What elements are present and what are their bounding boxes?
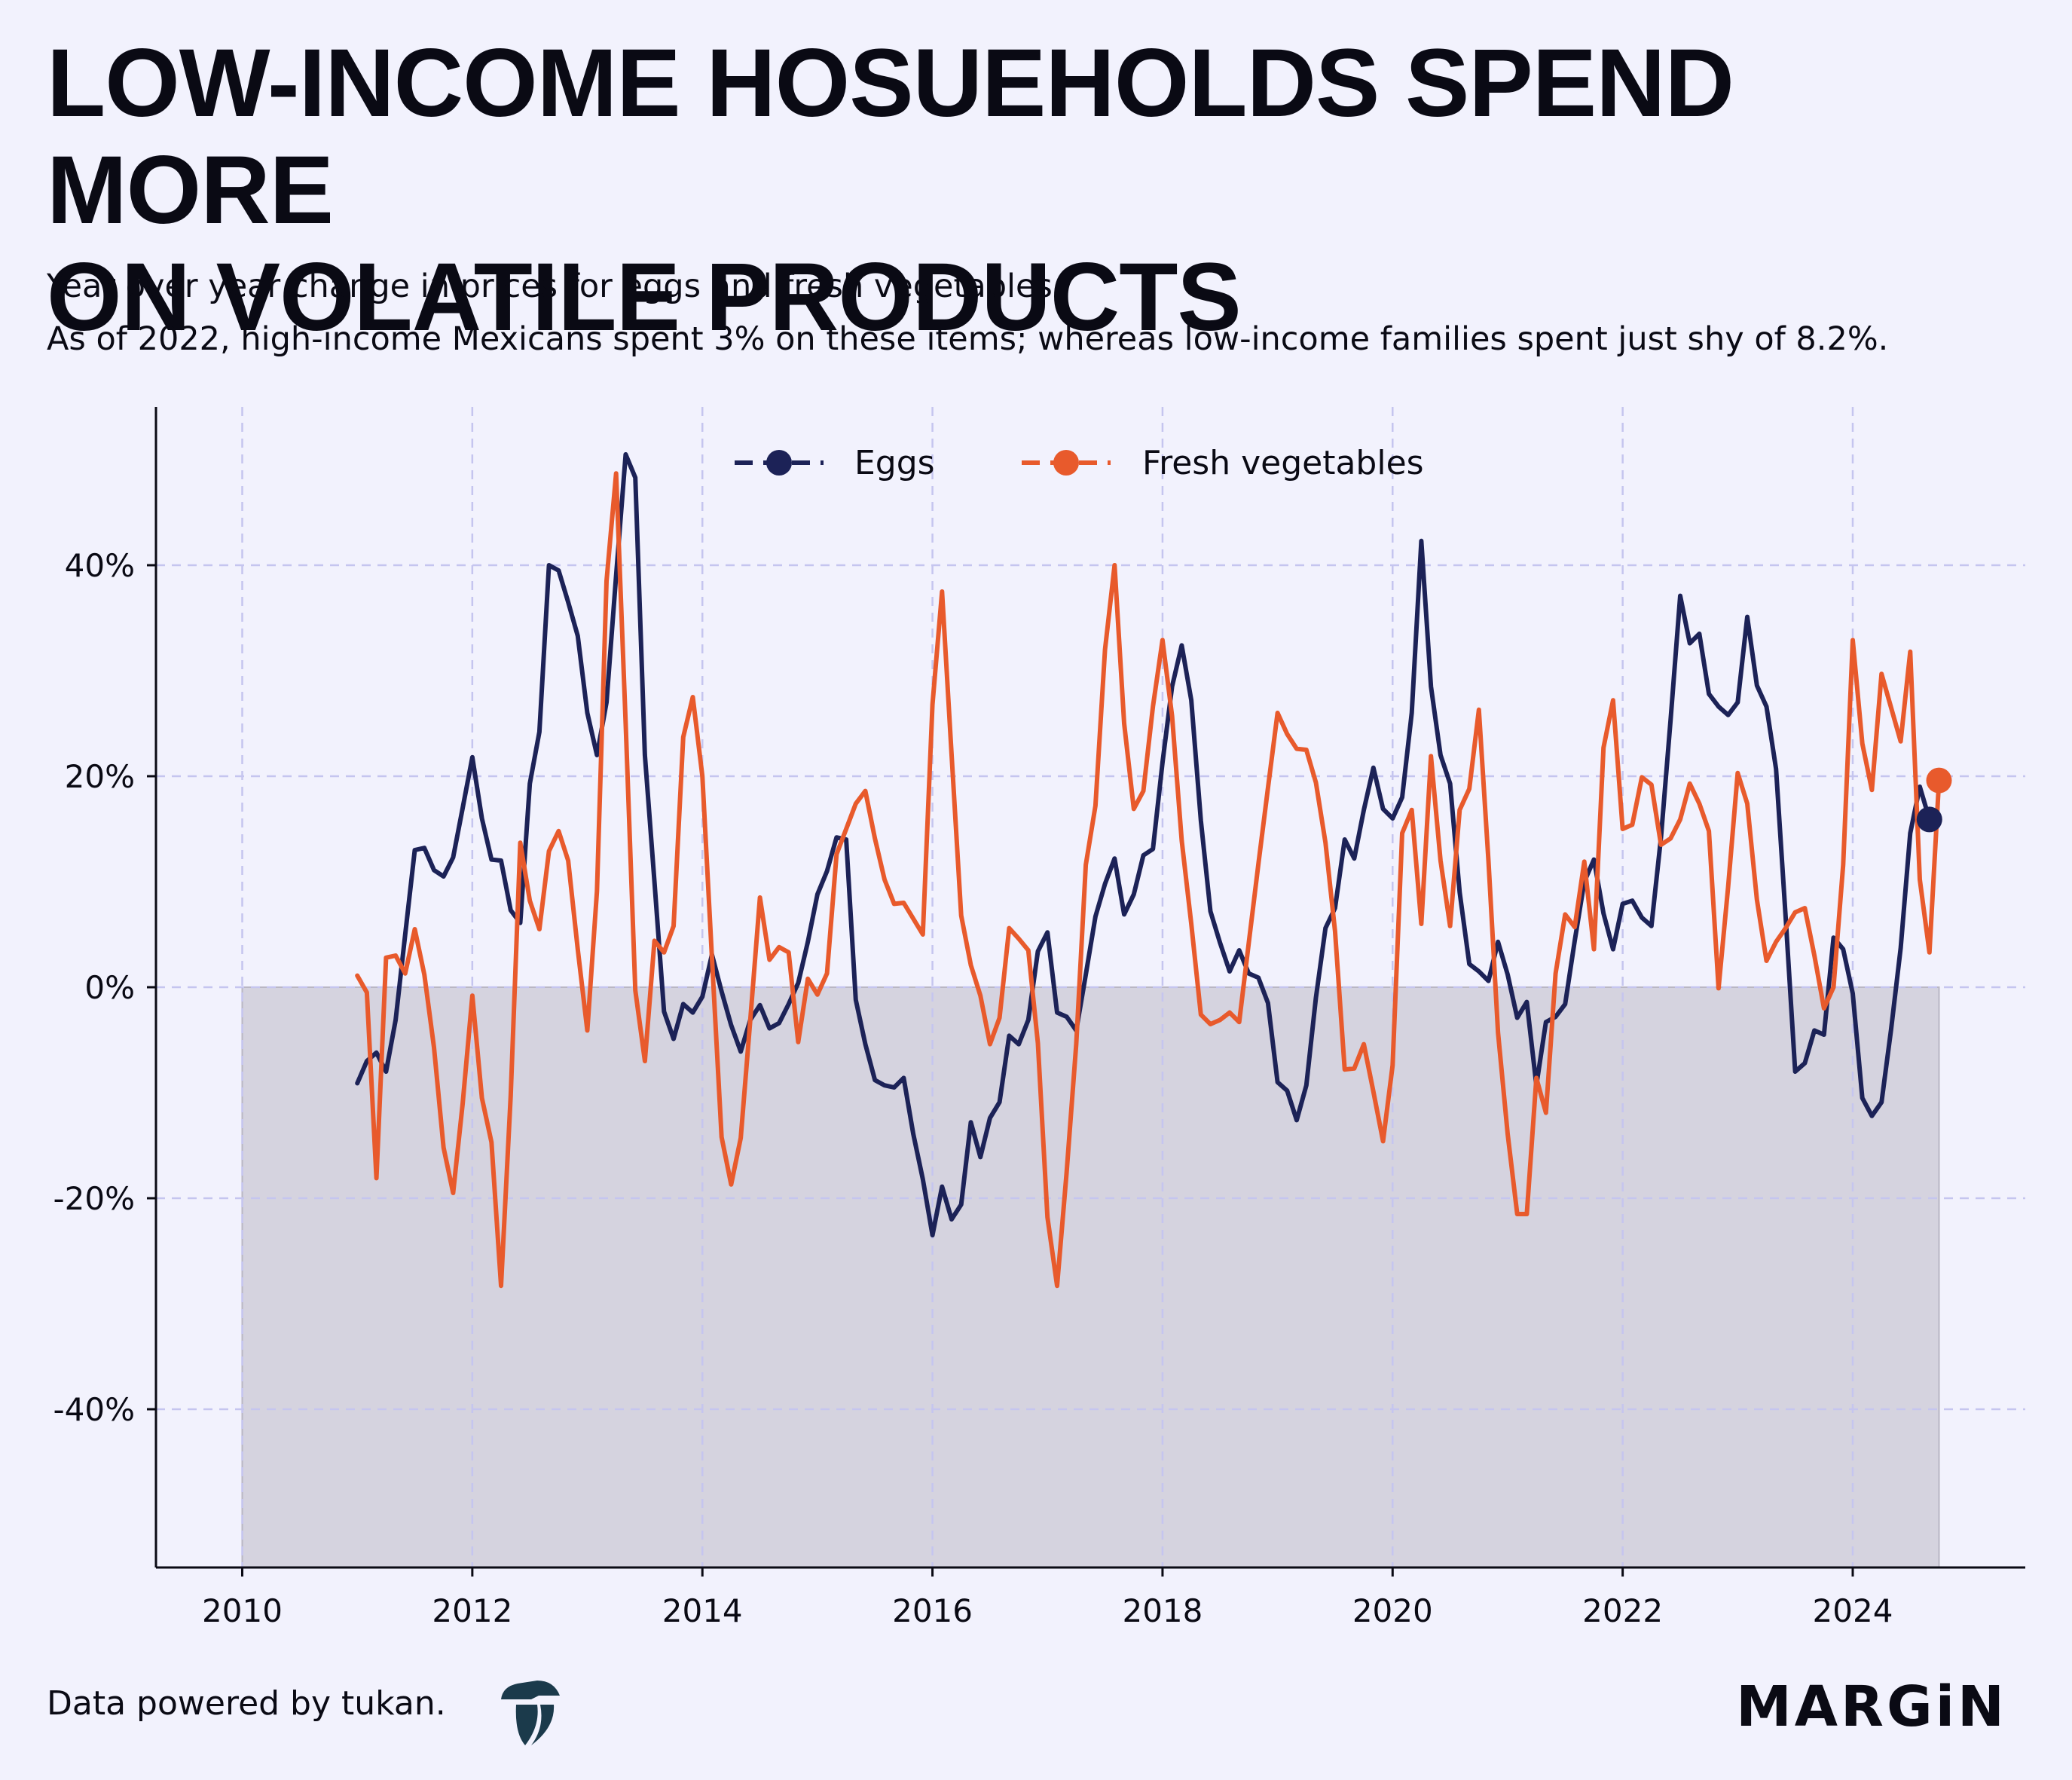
x-tick-label: 2016 xyxy=(892,1592,973,1629)
subtitle-line-1: Year over year change in prices for eggs… xyxy=(47,268,1063,305)
grid-lines xyxy=(156,407,2025,1567)
legend-eggs-label: Eggs xyxy=(854,444,935,482)
end-marker-eggs xyxy=(1916,806,1942,833)
x-tick-label: 2014 xyxy=(662,1592,743,1629)
axes xyxy=(147,407,2025,1577)
y-tick-label: -40% xyxy=(53,1391,135,1428)
shaded-region-below-zero xyxy=(241,986,1940,1568)
title-line-2: ON VOLATILE PRODUCTS xyxy=(47,243,1242,351)
legend-eggs-marker xyxy=(766,450,792,476)
tick-labels: 2010 2012 2014 2016 2018 2020 2022 2024 40% 20% 0%… xyxy=(53,547,1893,1629)
x-tick-label: 2020 xyxy=(1352,1592,1433,1629)
legend-vegetables-marker xyxy=(1053,450,1079,476)
legend-vegetables-label: Fresh vegetables xyxy=(1142,444,1424,482)
y-tick-label: -20% xyxy=(53,1180,135,1217)
y-tick-label: 0% xyxy=(84,969,135,1006)
y-tick-label: 20% xyxy=(65,758,135,795)
series-line-fresh-vegetables xyxy=(355,471,1942,1289)
x-tick-label: 2022 xyxy=(1582,1592,1663,1629)
chart-title: LOW-INCOME HOSUEHOLDS SPEND MORE ON VOLA… xyxy=(47,30,2036,351)
series-lines xyxy=(355,452,1952,1289)
margin-brand-logo: MARGiN xyxy=(1736,1674,2007,1739)
x-tick-label: 2012 xyxy=(432,1592,512,1629)
negative-shaded-region xyxy=(241,986,1940,1568)
title-line-1: LOW-INCOME HOSUEHOLDS SPEND MORE xyxy=(47,29,1734,244)
tukan-logo-icon xyxy=(501,1681,560,1745)
y-tick-label: 40% xyxy=(65,547,135,584)
end-marker-fresh-vegetables xyxy=(1926,767,1952,794)
legend-item-eggs: Eggs xyxy=(735,444,935,482)
x-tick-label: 2010 xyxy=(202,1592,283,1629)
subtitle-line-2: As of 2022, high-income Mexicans spent 3… xyxy=(47,320,1889,358)
legend: Eggs Fresh vegetables xyxy=(735,444,1424,482)
x-tick-label: 2024 xyxy=(1813,1592,1893,1629)
x-tick-label: 2018 xyxy=(1122,1592,1203,1629)
data-source-credit: Data powered by tukan. xyxy=(47,1684,446,1723)
legend-item-fresh-vegetables: Fresh vegetables xyxy=(1022,444,1424,482)
